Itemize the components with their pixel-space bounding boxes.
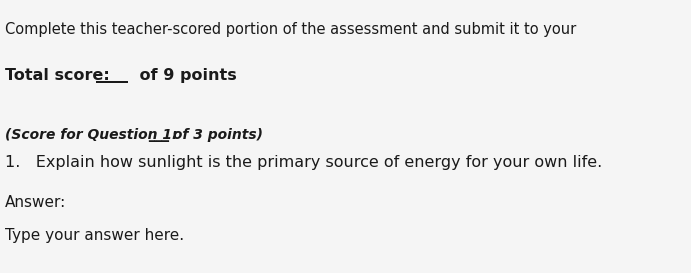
Text: 1.   Explain how sunlight is the primary source of energy for your own life.: 1. Explain how sunlight is the primary s… — [5, 155, 603, 170]
Text: (Score for Question 1:: (Score for Question 1: — [5, 128, 182, 142]
Text: Total score:: Total score: — [5, 68, 115, 83]
Text: of 9 points: of 9 points — [134, 68, 237, 83]
Text: ___: ___ — [148, 128, 169, 142]
Text: Answer:: Answer: — [5, 195, 66, 210]
Text: ____: ____ — [96, 68, 128, 83]
Text: of 3 points): of 3 points) — [168, 128, 263, 142]
Text: Type your answer here.: Type your answer here. — [5, 228, 184, 243]
Text: Complete this teacher-scored portion of the assessment and submit it to your: Complete this teacher-scored portion of … — [5, 22, 576, 37]
